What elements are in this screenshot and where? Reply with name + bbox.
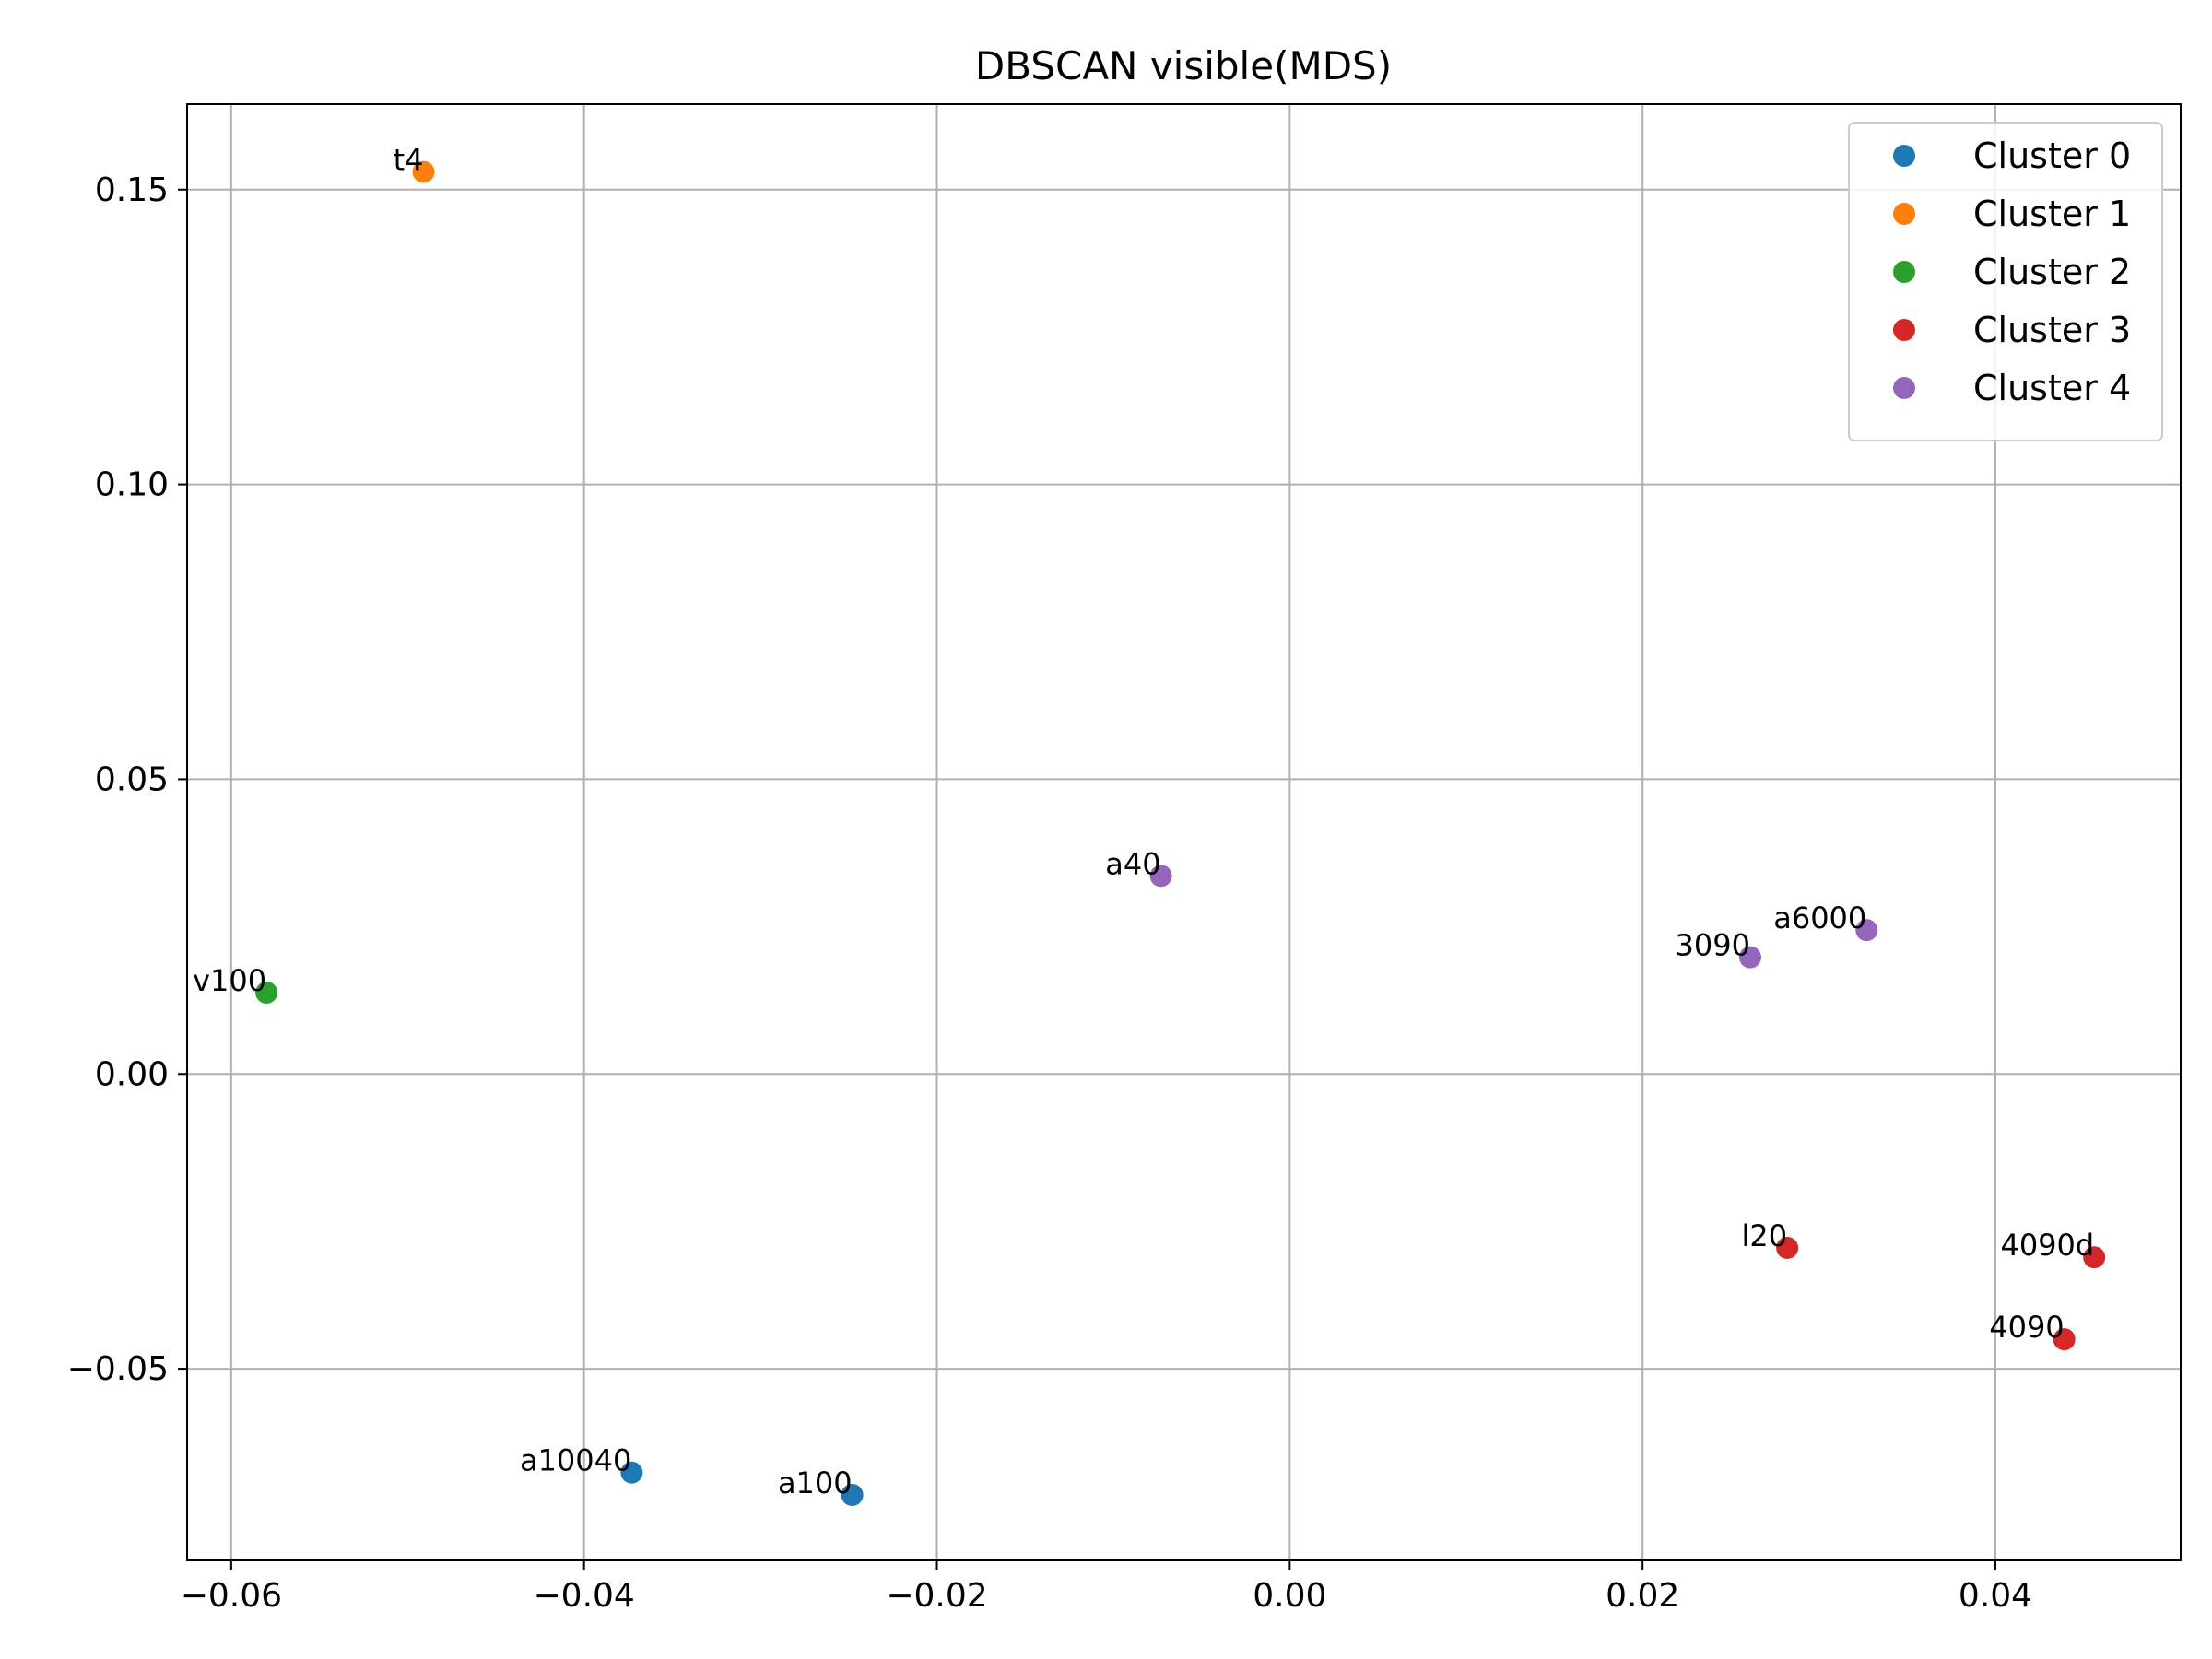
- x-tick-label: −0.02: [886, 1577, 987, 1615]
- legend-marker: [1893, 261, 1915, 283]
- legend-marker: [1893, 145, 1915, 167]
- y-tick-label: −0.05: [67, 1350, 169, 1388]
- x-tick-label: 0.02: [1606, 1577, 1679, 1615]
- plot-frame: [186, 103, 2182, 1561]
- point-label: a10040: [520, 1443, 631, 1478]
- scatter-point: [255, 981, 278, 1004]
- y-tick-label: 0.10: [95, 466, 169, 504]
- x-tick-label: −0.06: [181, 1577, 282, 1615]
- legend-label: Cluster 2: [1973, 252, 2131, 292]
- scatter-point: [1776, 1236, 1799, 1259]
- x-tick-label: 0.00: [1253, 1577, 1326, 1615]
- scatter-point: [412, 160, 435, 183]
- scatter-point: [2053, 1328, 2076, 1351]
- x-tick-label: 0.04: [1959, 1577, 2032, 1615]
- y-tick-label: 0.00: [95, 1055, 169, 1093]
- legend: Cluster 0 Cluster 1 Cluster 2 Cluster 3 Clus…: [1848, 122, 2163, 441]
- point-label: a100: [778, 1465, 853, 1500]
- legend-label: Cluster 3: [1973, 310, 2131, 350]
- scatter-point: [1855, 919, 1878, 942]
- point-label: a6000: [1773, 900, 1866, 935]
- legend-label: Cluster 0: [1973, 135, 2131, 176]
- scatter-point: [1149, 865, 1172, 888]
- legend-marker: [1893, 377, 1915, 399]
- legend-box: [1848, 122, 2163, 441]
- x-tick-label: −0.04: [534, 1577, 635, 1615]
- scatter-point: [620, 1461, 643, 1484]
- point-label: a40: [1105, 846, 1160, 881]
- y-tick-label: 0.05: [95, 760, 169, 798]
- scatter-point: [841, 1483, 864, 1506]
- point-label: 4090d: [2000, 1228, 2094, 1263]
- y-tick-label: 0.15: [95, 171, 169, 209]
- legend-label: Cluster 4: [1973, 368, 2131, 408]
- scatter-point: [2083, 1246, 2106, 1269]
- point-label: l20: [1742, 1218, 1788, 1253]
- chart-title: DBSCAN visible(MDS): [975, 43, 1392, 88]
- point-label: 3090: [1676, 928, 1750, 963]
- scatter-point: [1738, 946, 1761, 969]
- data-points: a10040 a100 t4 v100 l20 4090d 4090 a40 3090 a6000: [193, 143, 2106, 1506]
- legend-label: Cluster 1: [1973, 194, 2131, 234]
- point-label: 4090: [1989, 1310, 2064, 1345]
- legend-marker: [1893, 203, 1915, 225]
- point-label: v100: [193, 963, 266, 998]
- point-label: t4: [394, 143, 424, 178]
- legend-marker: [1893, 319, 1915, 341]
- axis-ticks: −0.06 −0.04 −0.02 0.00 0.02 0.04 −0.05 0.00 0.05…: [67, 171, 2032, 1615]
